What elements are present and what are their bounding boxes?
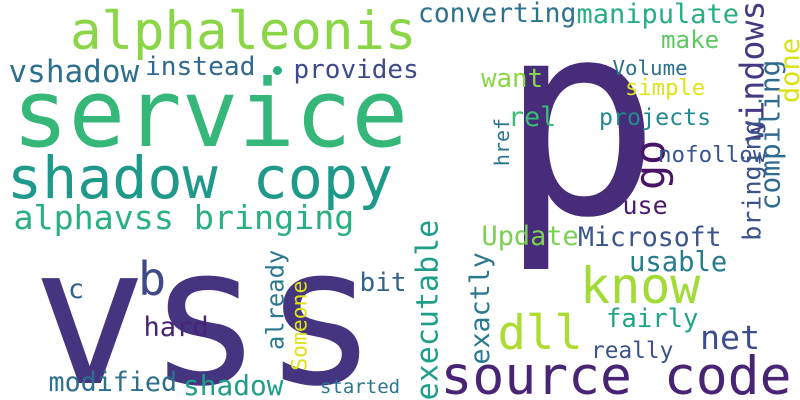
word-nofollow: nofollow [658,141,767,168]
word-shadow-copy: shadow copy [7,144,394,212]
word-exactly: exactly [464,251,496,365]
word-usable: usable [629,246,728,278]
word-bit: bit [359,268,407,298]
word-want: want [481,64,544,94]
word-really: really [591,337,674,364]
word-vshadow: vshadow [8,53,140,90]
word-microsoft: Microsoft [578,221,722,253]
word-update: Update [481,220,579,252]
word-started: started [320,375,401,398]
word-converting: converting [418,0,577,29]
word-someone: Someone [287,280,313,371]
word-href: href [490,117,515,167]
word-alphavss-bringing: alphavss bringing [13,197,355,237]
word-already: already [261,249,290,351]
word-fairly: fairly [606,304,699,334]
word-modified: modified [48,366,178,398]
word-use: use [622,190,668,220]
word-done: done [774,37,800,103]
word-b: b [138,252,167,307]
word-service: service [12,60,409,169]
word-projects: projects [599,103,712,131]
word-source-code: source code [440,345,792,400]
word-shadow: shadow [183,369,284,400]
word-volume: Volume [612,55,688,80]
word-p: p [499,0,662,277]
word-rel: rel [508,101,557,133]
word-vss: vss [32,206,379,400]
dot-glyph [273,66,282,75]
word-executable: executable [409,219,445,400]
word-simple: simple [625,75,706,101]
word-c: c [68,273,85,305]
word-net: net [700,317,761,357]
word-instead: instead [145,52,256,82]
word-hard: hard [143,311,209,343]
word-dll: dll [497,305,583,361]
word-manipulate: manipulate [576,0,740,30]
word-know: know [580,257,701,315]
word-make: make [661,26,720,54]
word-provides: provides [293,55,419,85]
word-alphaleonis: alphaleonis [70,1,417,62]
